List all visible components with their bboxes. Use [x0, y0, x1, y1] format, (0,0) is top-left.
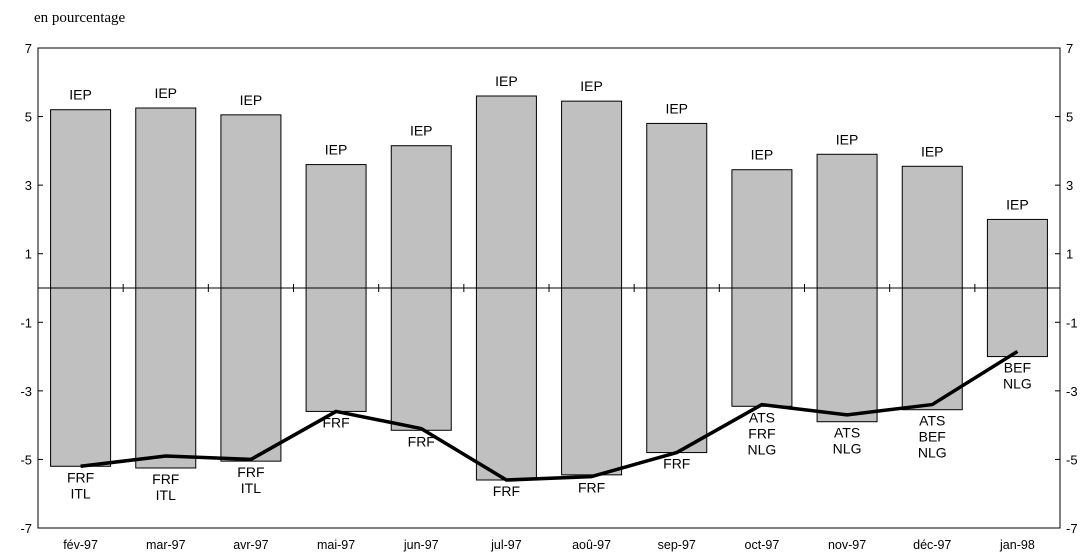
bar-top-label: IEP — [325, 142, 348, 158]
left-tick-label: -3 — [20, 384, 32, 399]
left-tick-label: -5 — [20, 452, 32, 467]
bar-top-label: IEP — [240, 92, 263, 108]
category-label: jul-97 — [490, 538, 522, 552]
bar-top-label: IEP — [580, 78, 603, 94]
right-tick-label: -7 — [1066, 521, 1078, 536]
unit-label: en pourcentage — [34, 10, 126, 26]
bar-top-label: IEP — [495, 73, 518, 89]
bar-bottom-label: FRF — [663, 456, 690, 472]
right-tick-label: -1 — [1066, 315, 1078, 330]
left-tick-label: -7 — [20, 521, 32, 536]
bar-bottom-label: ATS — [919, 413, 945, 429]
right-tick-label: 7 — [1066, 41, 1073, 56]
bar-bottom-label: NLG — [833, 441, 862, 457]
bar-bottom-label: ATS — [834, 425, 860, 441]
bar-bottom-label: ITL — [70, 485, 90, 501]
left-tick-label: 1 — [25, 247, 32, 262]
category-label: déc-97 — [913, 538, 951, 552]
category-label: sep-97 — [658, 538, 696, 552]
bar-bottom-label: ATS — [749, 409, 775, 425]
left-tick-label: 7 — [25, 41, 32, 56]
bar-bottom-label: NLG — [748, 441, 777, 457]
bar-bottom-label: FRF — [322, 414, 349, 430]
bar-bottom-label: FRF — [748, 425, 775, 441]
category-label: aoû-97 — [572, 538, 611, 552]
right-tick-label: 1 — [1066, 247, 1073, 262]
axes-layer: 7 7 5 5 3 3 1 1 -1 -1 -3 -3 -5 -5 -7 -7 fév-97 mar-97 avr-… — [20, 41, 1077, 552]
bar-bottom-label: FRF — [408, 433, 435, 449]
category-label: fév-97 — [63, 538, 98, 552]
bar-bottom-label: ITL — [156, 487, 176, 503]
bar-top-label: IEP — [154, 85, 177, 101]
left-tick-label: -1 — [20, 315, 32, 330]
right-tick-label: 3 — [1066, 178, 1073, 193]
bar-top-label: IEP — [69, 87, 92, 103]
left-tick-label: 5 — [25, 110, 32, 125]
category-label: jan-98 — [999, 538, 1035, 552]
bar-top-label: IEP — [921, 143, 944, 159]
bar-top-label: IEP — [751, 147, 774, 163]
left-tick-label: 3 — [25, 178, 32, 193]
bar-bottom-label: BEF — [919, 429, 946, 445]
labels-layer: IEPFRFITLIEPFRFITLIEPFRFITLIEPFRFIEPFRFI… — [67, 73, 1032, 503]
category-label: oct-97 — [745, 538, 780, 552]
category-label: jun-97 — [403, 538, 439, 552]
bar-top-label: IEP — [665, 100, 688, 116]
right-tick-label: -5 — [1066, 452, 1078, 467]
category-label: avr-97 — [233, 538, 268, 552]
series-line — [80, 349, 1019, 482]
bar-bottom-label: FRF — [152, 471, 179, 487]
bar-bottom-label: NLG — [918, 445, 947, 461]
category-label: mar-97 — [146, 538, 186, 552]
category-label: mai-97 — [317, 538, 355, 552]
bar-bottom-label: NLG — [1003, 376, 1032, 392]
category-label: nov-97 — [828, 538, 866, 552]
right-tick-label: 5 — [1066, 110, 1073, 125]
bar-top-label: IEP — [1006, 196, 1029, 212]
bar-bottom-label: FRF — [67, 469, 94, 485]
bar-bottom-label: ITL — [241, 480, 261, 496]
bar-bottom-label: FRF — [493, 483, 520, 499]
bar-top-label: IEP — [410, 123, 433, 139]
right-tick-label: -3 — [1066, 384, 1078, 399]
line-layer — [80, 349, 1019, 482]
bar-top-label: IEP — [836, 131, 859, 147]
zero-axis — [37, 284, 1061, 292]
bar-bottom-label: FRF — [237, 464, 264, 480]
bar-bottom-label: FRF — [578, 480, 605, 496]
bar-bottom-label: BEF — [1004, 360, 1031, 376]
